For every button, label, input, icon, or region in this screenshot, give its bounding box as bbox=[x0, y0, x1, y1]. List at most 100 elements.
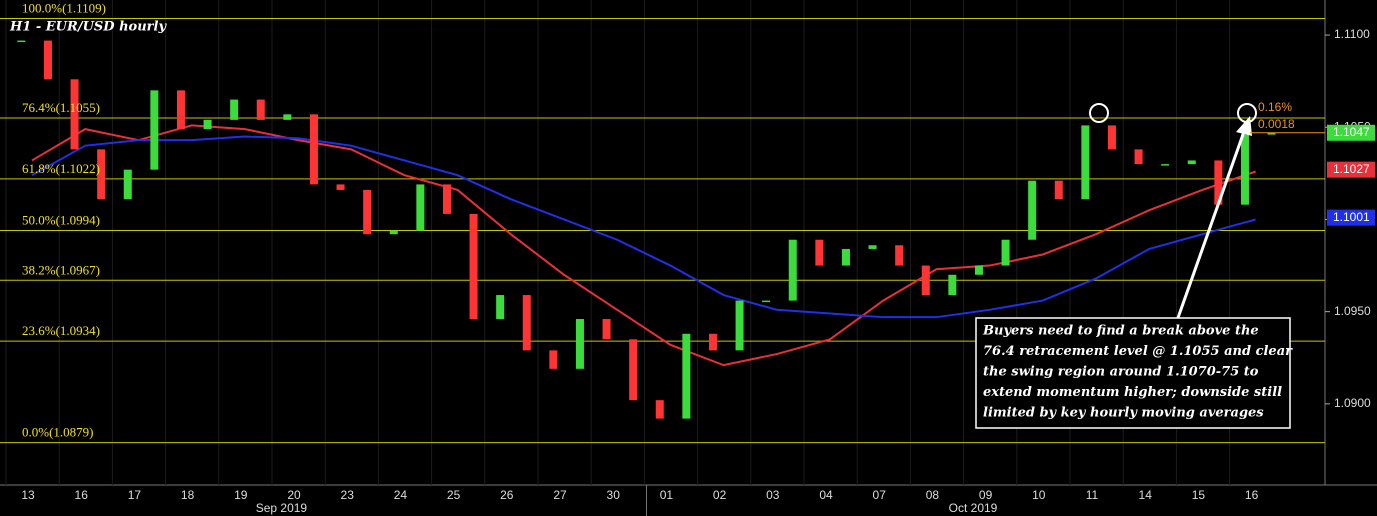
candle bbox=[1161, 164, 1170, 166]
candle bbox=[70, 79, 79, 150]
annotation-box bbox=[975, 317, 1291, 429]
candle bbox=[230, 99, 239, 120]
x-tick-label: 23 bbox=[341, 488, 355, 502]
fib-label: 76.4%(1.1055) bbox=[22, 100, 100, 115]
x-tick-label: 08 bbox=[926, 488, 940, 502]
month-label: Sep 2019 bbox=[256, 501, 308, 515]
price-tag bbox=[1327, 124, 1375, 141]
candle bbox=[389, 230, 398, 235]
candle bbox=[948, 274, 957, 296]
candle bbox=[17, 40, 26, 43]
y-tick-label: 1.0950 bbox=[1334, 304, 1371, 318]
x-tick-label: 04 bbox=[819, 488, 833, 502]
x-tick-label: 11 bbox=[1086, 488, 1099, 502]
candle bbox=[682, 333, 691, 419]
annotation-line: Buyers need to find a break above the bbox=[982, 324, 1259, 339]
x-tick-label: 09 bbox=[979, 488, 993, 502]
fib-label: 0.0%(1.0879) bbox=[22, 425, 94, 440]
candle bbox=[974, 265, 983, 275]
candle bbox=[97, 149, 106, 200]
change-label: 0.16% bbox=[1258, 100, 1292, 114]
candle bbox=[150, 90, 159, 170]
x-tick-label: 16 bbox=[1245, 488, 1259, 502]
x-tick-label: 02 bbox=[713, 488, 727, 502]
change-label: 0.0018 bbox=[1258, 117, 1295, 131]
x-tick-label: 27 bbox=[553, 488, 567, 502]
candle bbox=[841, 248, 850, 266]
candle bbox=[176, 90, 185, 130]
price-tag-label: 1.1001 bbox=[1333, 210, 1370, 224]
candle bbox=[762, 300, 771, 303]
candle bbox=[629, 339, 638, 401]
y-tick-label: 1.1100 bbox=[1334, 27, 1370, 41]
candle bbox=[363, 189, 372, 235]
x-tick-label: 30 bbox=[607, 488, 621, 502]
candle bbox=[1214, 160, 1223, 205]
x-tick-label: 20 bbox=[287, 488, 301, 502]
swing-circle bbox=[1089, 103, 1109, 123]
annotation-line: the swing region around 1.1070-75 to bbox=[983, 365, 1259, 380]
fib-label: 100.0%(1.1109) bbox=[22, 0, 106, 15]
candle bbox=[522, 295, 531, 351]
chart-title: H1 - EUR/USD hourly bbox=[9, 20, 167, 35]
x-tick-label: 26 bbox=[500, 488, 514, 502]
candle bbox=[1187, 160, 1196, 165]
candle bbox=[708, 333, 717, 351]
candle bbox=[43, 40, 52, 80]
x-tick-label: 07 bbox=[873, 488, 887, 502]
candle bbox=[1134, 149, 1143, 165]
candle bbox=[921, 265, 930, 296]
x-tick-label: 18 bbox=[181, 488, 195, 502]
x-tick-label: 24 bbox=[394, 488, 408, 502]
x-tick-label: 25 bbox=[447, 488, 461, 502]
annotation-line: extend momentum higher; downside still bbox=[983, 385, 1282, 400]
candle bbox=[469, 213, 478, 320]
fib-label: 50.0%(1.0994) bbox=[22, 212, 100, 227]
candle bbox=[575, 319, 584, 369]
candle bbox=[1001, 239, 1010, 266]
candle bbox=[416, 184, 425, 231]
candle bbox=[868, 245, 877, 249]
swing-circle bbox=[1237, 103, 1257, 123]
candle bbox=[602, 319, 611, 340]
annotation-line: limited by key hourly moving averages bbox=[983, 406, 1264, 421]
candle bbox=[788, 239, 797, 301]
price-tag bbox=[1327, 209, 1375, 226]
candle bbox=[496, 295, 505, 320]
candle bbox=[1081, 125, 1090, 200]
fib-label: 61.8%(1.1022) bbox=[22, 161, 100, 176]
moving-average bbox=[31, 124, 1256, 367]
x-tick-label: 19 bbox=[234, 488, 248, 502]
x-tick-label: 15 bbox=[1192, 488, 1206, 502]
month-label: Oct 2019 bbox=[949, 501, 998, 515]
candle bbox=[895, 245, 904, 266]
candle bbox=[256, 99, 265, 120]
moving-average bbox=[31, 135, 1256, 319]
x-tick-label: 17 bbox=[128, 488, 142, 502]
candle bbox=[203, 119, 212, 130]
candle bbox=[336, 184, 345, 190]
candle bbox=[735, 300, 744, 351]
x-tick-label: 03 bbox=[766, 488, 780, 502]
x-tick-label: 10 bbox=[1032, 488, 1046, 502]
price-tag-label: 1.1027 bbox=[1333, 162, 1370, 176]
candle bbox=[1240, 134, 1249, 205]
fib-label: 23.6%(1.0934) bbox=[22, 323, 100, 338]
candle bbox=[309, 114, 318, 185]
price-tag-label: 1.1047 bbox=[1333, 125, 1370, 139]
candle bbox=[655, 400, 664, 419]
x-tick-label: 13 bbox=[21, 488, 35, 502]
candle bbox=[1028, 180, 1037, 240]
x-tick-label: 14 bbox=[1139, 488, 1153, 502]
annotation-line: 76.4 retracement level @ 1.1055 and clea… bbox=[983, 344, 1293, 359]
price-tag bbox=[1327, 161, 1375, 178]
candle bbox=[549, 350, 558, 369]
fib-label: 38.2%(1.0967) bbox=[22, 262, 100, 277]
candle bbox=[283, 114, 292, 120]
candle bbox=[123, 169, 132, 200]
candle bbox=[1107, 125, 1116, 150]
candle bbox=[815, 239, 824, 266]
x-tick-label: 16 bbox=[75, 488, 89, 502]
